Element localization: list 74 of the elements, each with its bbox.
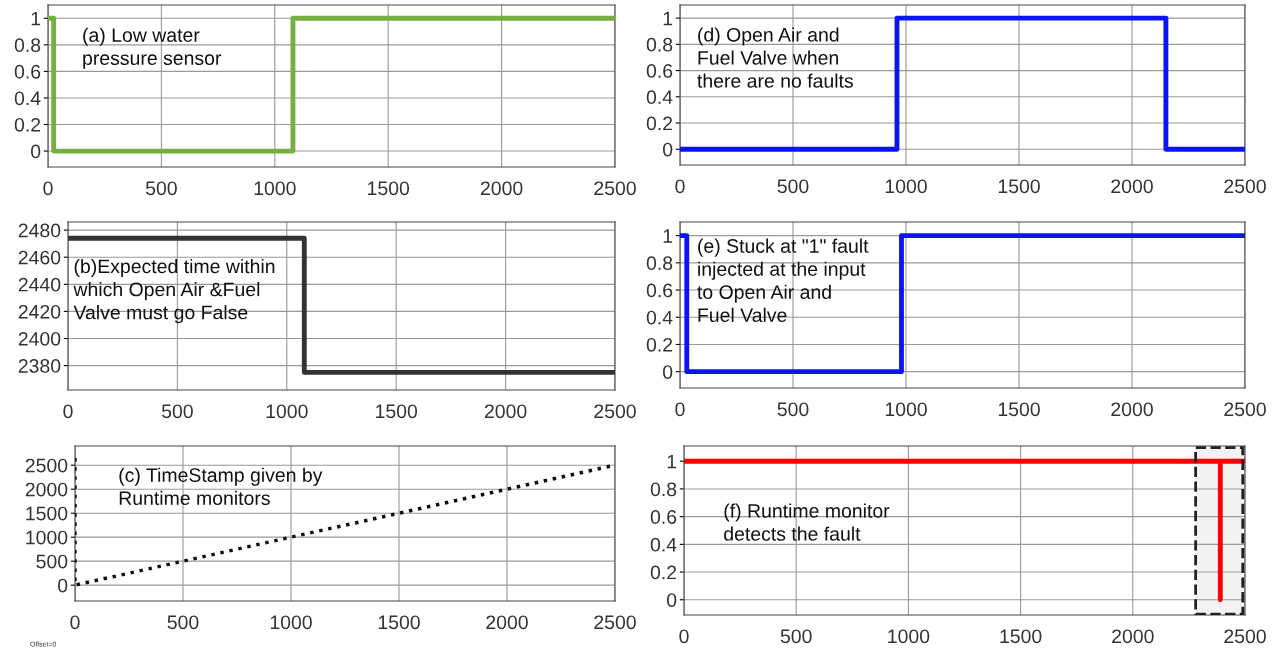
x-tick-label: 500 <box>161 404 193 419</box>
y-tick-label: 0.2 <box>646 116 673 131</box>
x-tick-label: 2000 <box>1111 402 1153 417</box>
annotation: (e) Stuck at "1" fault injected at the input to Open Air and Fuel Valve <box>697 238 869 323</box>
y-tick-label: 1500 <box>26 506 68 521</box>
x-tick-label: 1000 <box>254 181 296 196</box>
x-tick-label: 1500 <box>378 615 420 630</box>
x-tick-label: 500 <box>777 402 809 417</box>
annotation: (a) Low water pressure sensor <box>83 27 222 69</box>
x-tick-label: 2500 <box>594 181 636 196</box>
x-tick-label: 1000 <box>270 615 312 630</box>
y-tick-label: 2440 <box>18 277 61 292</box>
y-tick-label: 0.4 <box>646 90 673 105</box>
y-tick-label: 2000 <box>25 482 68 497</box>
x-tick-label: 2500 <box>1224 402 1266 417</box>
y-tick-label: 1 <box>663 11 673 26</box>
annotation: (c) TimeStamp given by Runtime monitors <box>119 467 323 506</box>
x-tick-label: 1500 <box>368 181 410 196</box>
y-tick-label: 0.8 <box>650 482 677 497</box>
x-tick-label: 2500 <box>1224 629 1266 644</box>
y-tick-label: 0.4 <box>14 91 41 106</box>
y-tick-label: 1 <box>667 454 677 469</box>
y-tick-label: 2400 <box>18 331 61 346</box>
annotation: (f) Runtime monitor detects the fault <box>724 503 890 541</box>
y-tick-label: 0 <box>667 593 677 607</box>
y-tick-label: 2500 <box>25 458 68 473</box>
y-tick-label: 0.6 <box>646 64 673 78</box>
y-tick-label: 0.8 <box>646 256 673 271</box>
y-tick-label: 0 <box>58 578 68 593</box>
x-tick-label: 0 <box>679 629 689 644</box>
y-tick-label: 0.4 <box>650 537 677 552</box>
y-tick-label: 0.6 <box>650 510 677 524</box>
y-tick-label: 0.6 <box>14 64 41 79</box>
y-tick-label: 1 <box>663 229 673 243</box>
x-tick-label: 2000 <box>1111 179 1153 194</box>
y-tick-label: 0 <box>663 142 673 157</box>
x-tick-label: 2500 <box>1224 179 1266 194</box>
y-tick-label: 0.2 <box>650 565 677 580</box>
x-tick-label: 500 <box>780 629 812 644</box>
x-tick-label: 1000 <box>885 179 927 194</box>
x-tick-label: 2000 <box>1112 629 1154 644</box>
x-tick-label: 500 <box>167 615 199 630</box>
x-tick-label: 0 <box>70 615 80 630</box>
y-tick-label: 0.8 <box>14 38 41 53</box>
x-tick-label: 2500 <box>594 404 636 419</box>
x-tick-label: 1500 <box>998 179 1040 194</box>
y-tick-label: 2380 <box>18 359 61 373</box>
y-tick-label: 2460 <box>18 250 61 265</box>
y-tick-label: 0.8 <box>646 37 673 52</box>
annotation: (b)Expected time within which Open Air &Fuel Valve must go False <box>73 258 275 324</box>
annotation: (d) Open Air and Fuel Valve when there are no faults <box>697 27 853 88</box>
x-tick-label: 2000 <box>486 615 528 630</box>
x-tick-label: 1000 <box>885 402 927 417</box>
y-tick-label: 0 <box>663 365 673 379</box>
x-tick-label: 1500 <box>1000 629 1042 644</box>
x-tick-label: 1500 <box>376 404 418 419</box>
x-tick-label: 1500 <box>998 402 1040 417</box>
y-tick-label: 0.2 <box>14 117 41 132</box>
y-tick-label: 0.2 <box>646 337 673 352</box>
y-tick-label: 500 <box>36 554 68 569</box>
x-tick-label: 500 <box>145 181 177 196</box>
x-tick-label: 1000 <box>266 404 308 419</box>
x-tick-label: 500 <box>777 179 809 194</box>
x-tick-label: 2500 <box>594 615 636 630</box>
y-tick-label: 2420 <box>18 304 61 319</box>
x-tick-label: 1000 <box>888 629 930 644</box>
y-tick-label: 1 <box>31 11 41 26</box>
y-tick-label: 0 <box>31 144 41 159</box>
y-tick-label: 2480 <box>18 223 61 238</box>
x-tick-label: 2000 <box>484 404 527 419</box>
y-tick-label: 1000 <box>26 530 68 545</box>
x-tick-label: 2000 <box>480 181 523 196</box>
y-tick-label: 0.6 <box>646 283 673 298</box>
y-tick-label: 0.4 <box>646 310 673 325</box>
